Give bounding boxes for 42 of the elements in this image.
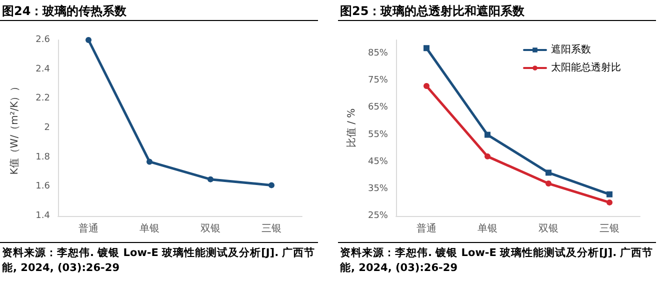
y-tick-label: 2.2 [36, 94, 50, 104]
chart-title: 图25：玻璃的总透射比和遮阳系数 [340, 3, 525, 20]
text: 资料来源：李恕伟. 镀银 Low-E 玻璃性能测试及分析[J]. 广西节能, 2024, (03):26-29 [2, 246, 316, 276]
text: 资料来源：李恕伟. 镀银 Low-E 玻璃性能测试及分析[J]. 广西节能, 2024, (03):26-29 [340, 246, 654, 276]
y-tick-label: 55% [368, 130, 388, 140]
point [484, 153, 490, 160]
point [606, 191, 612, 198]
point [546, 180, 552, 187]
y-tick-label: 1.6 [36, 182, 50, 192]
chart-title: 图24：玻璃的传热系数 [2, 3, 127, 20]
x-tick-label: 三银 [262, 224, 282, 234]
y-tick-label: 2.4 [36, 64, 50, 74]
y-tick-label: 1.8 [36, 152, 50, 162]
y-axis-title: 比值 / % [346, 108, 358, 148]
y-tick-label: 75% [368, 76, 388, 86]
y-tick-label: 1.4 [36, 211, 50, 221]
point [606, 199, 612, 206]
y-tick-label: 2 [44, 123, 50, 133]
y-tick-label: 2.6 [36, 35, 50, 45]
point [146, 158, 152, 165]
point [484, 132, 490, 138]
x-tick-label: 双银 [200, 224, 220, 234]
point [546, 170, 552, 176]
y-tick-label: 45% [368, 156, 388, 167]
point [268, 182, 274, 188]
y-axis-title: K值（W/（m²/K）） [10, 81, 20, 175]
y-tick-label: 65% [368, 102, 388, 113]
x-tick-label: 单银 [478, 222, 498, 234]
y-tick-label: 35% [368, 184, 388, 194]
legend-label: 太阳能总透射比 [551, 62, 621, 74]
x-tick-label: 双银 [538, 224, 558, 234]
point [424, 83, 430, 90]
point [86, 37, 92, 43]
x-tick-label: 普通 [416, 222, 436, 234]
x-tick-label: 三银 [600, 224, 620, 234]
y-tick-label: 25% [368, 211, 388, 221]
x-tick-label: 普通 [78, 222, 98, 234]
y-tick-label: 85% [368, 48, 388, 59]
legend-label: 遮阳系数 [551, 44, 591, 56]
x-tick-label: 单银 [140, 222, 160, 234]
point [208, 176, 214, 182]
point [424, 45, 430, 52]
